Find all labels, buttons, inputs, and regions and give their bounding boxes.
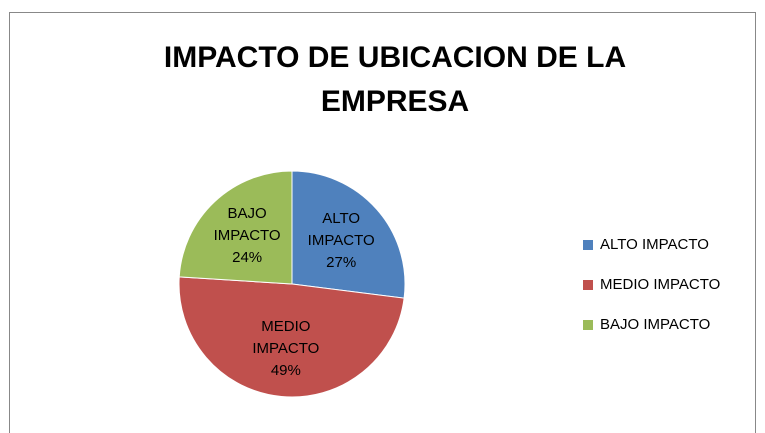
legend-swatch bbox=[583, 280, 593, 290]
data-label-category: MEDIO IMPACTO bbox=[252, 318, 320, 358]
data-label-category: BAJO IMPACTO bbox=[213, 205, 281, 245]
data-label-value: 27% bbox=[326, 253, 357, 271]
legend-swatch bbox=[583, 320, 593, 330]
data-label-category: ALTO IMPACTO bbox=[307, 209, 375, 249]
data-label: BAJO IMPACTO 24% bbox=[205, 203, 289, 269]
legend-label: BAJO IMPACTO bbox=[600, 316, 710, 333]
legend-label: MEDIO IMPACTO bbox=[600, 276, 720, 293]
data-label-value: 49% bbox=[270, 362, 301, 380]
pie-slice bbox=[178, 170, 293, 285]
data-label: ALTO IMPACTO 27% bbox=[299, 208, 383, 274]
legend-swatch bbox=[583, 240, 593, 250]
chart-title: IMPACTO DE UBICACION DE LA EMPRESA bbox=[163, 41, 627, 118]
legend-label: ALTO IMPACTO bbox=[600, 236, 709, 253]
data-label-value: 24% bbox=[232, 249, 263, 267]
pie-slice bbox=[178, 276, 405, 398]
pie-slice bbox=[291, 170, 406, 299]
data-label: MEDIO IMPACTO 49% bbox=[244, 316, 328, 382]
